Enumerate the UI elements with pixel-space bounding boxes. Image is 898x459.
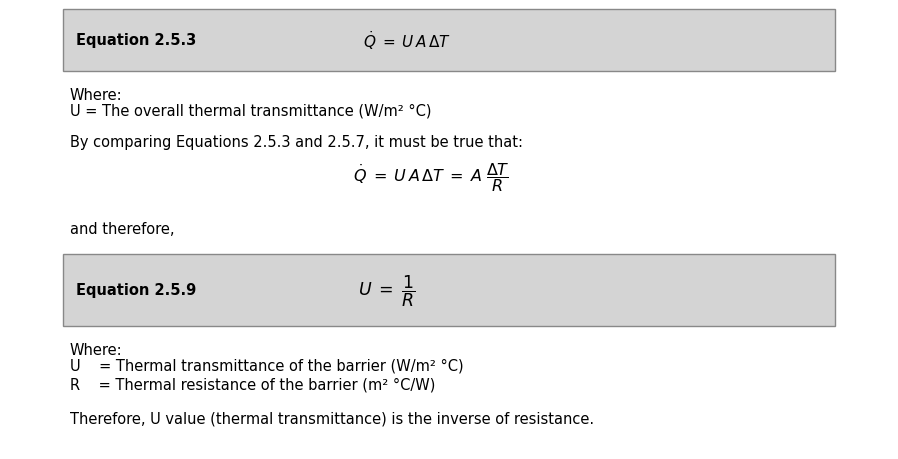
Text: $\dot{Q}\;=\;U\,A\,\Delta T\;=\;A\;\dfrac{\Delta T}{R}$: $\dot{Q}\;=\;U\,A\,\Delta T\;=\;A\;\dfra…	[353, 161, 509, 194]
Text: U = The overall thermal transmittance (W/m² °C): U = The overall thermal transmittance (W…	[70, 104, 432, 119]
Text: Equation 2.5.9: Equation 2.5.9	[76, 283, 197, 298]
Text: Equation 2.5.3: Equation 2.5.3	[76, 34, 197, 48]
Text: Where:: Where:	[70, 88, 123, 103]
Text: U    = Thermal transmittance of the barrier (W/m² °C): U = Thermal transmittance of the barrier…	[70, 358, 463, 373]
Text: Therefore, U value (thermal transmittance) is the inverse of resistance.: Therefore, U value (thermal transmittanc…	[70, 411, 594, 426]
Text: R    = Thermal resistance of the barrier (m² °C/W): R = Thermal resistance of the barrier (m…	[70, 377, 436, 392]
Text: $\dot{Q}\;=\;U\,A\,\Delta T$: $\dot{Q}\;=\;U\,A\,\Delta T$	[363, 29, 452, 52]
Text: $U\;=\;\dfrac{1}{R}$: $U\;=\;\dfrac{1}{R}$	[358, 273, 416, 308]
Text: By comparing Equations 2.5.3 and 2.5.7, it must be true that:: By comparing Equations 2.5.3 and 2.5.7, …	[70, 134, 523, 150]
FancyBboxPatch shape	[63, 254, 835, 326]
Text: Where:: Where:	[70, 342, 123, 357]
FancyBboxPatch shape	[63, 10, 835, 72]
Text: and therefore,: and therefore,	[70, 222, 174, 236]
